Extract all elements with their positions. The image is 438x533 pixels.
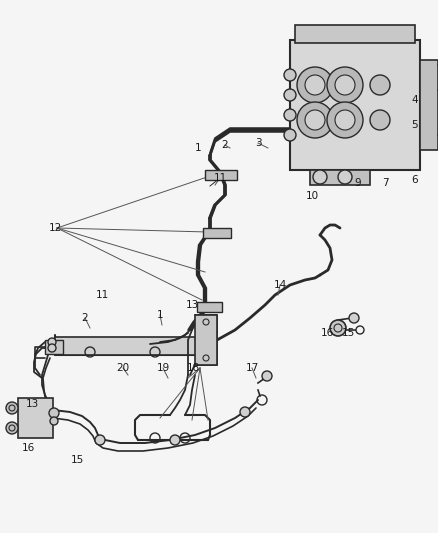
- Text: 13: 13: [185, 300, 198, 310]
- Text: 19: 19: [156, 363, 170, 373]
- Bar: [195, 315, 217, 365]
- Circle shape: [50, 417, 58, 425]
- Circle shape: [297, 67, 333, 103]
- Text: 7: 7: [381, 178, 389, 188]
- Text: 11: 11: [213, 173, 226, 183]
- Text: 15: 15: [341, 328, 355, 338]
- Text: 12: 12: [48, 223, 62, 233]
- Circle shape: [330, 320, 346, 336]
- Circle shape: [170, 435, 180, 445]
- Circle shape: [335, 110, 355, 130]
- Bar: [203, 228, 231, 238]
- Circle shape: [284, 109, 296, 121]
- Bar: [197, 302, 222, 312]
- Circle shape: [305, 75, 325, 95]
- Bar: [295, 25, 415, 43]
- Circle shape: [284, 129, 296, 141]
- Circle shape: [370, 110, 390, 130]
- Bar: [205, 170, 237, 180]
- Text: 20: 20: [117, 363, 130, 373]
- Text: 1: 1: [194, 143, 201, 153]
- Circle shape: [313, 170, 327, 184]
- Circle shape: [6, 422, 18, 434]
- Bar: [18, 398, 53, 438]
- Text: 3: 3: [254, 138, 261, 148]
- Circle shape: [327, 67, 363, 103]
- Text: 6: 6: [412, 175, 418, 185]
- Text: 11: 11: [95, 290, 109, 300]
- Text: 10: 10: [305, 191, 318, 201]
- Text: 13: 13: [25, 399, 39, 409]
- Circle shape: [305, 110, 325, 130]
- Text: 2: 2: [222, 140, 228, 150]
- Circle shape: [338, 170, 352, 184]
- Text: 16: 16: [21, 443, 35, 453]
- Circle shape: [6, 402, 18, 414]
- Circle shape: [95, 435, 105, 445]
- Text: 5: 5: [412, 120, 418, 130]
- Text: 1: 1: [157, 310, 163, 320]
- Circle shape: [49, 408, 59, 418]
- Circle shape: [262, 371, 272, 381]
- Bar: [290, 40, 420, 170]
- Circle shape: [297, 102, 333, 138]
- Text: 2: 2: [82, 313, 88, 323]
- Text: 14: 14: [273, 280, 286, 290]
- Bar: [55, 337, 210, 355]
- Text: 16: 16: [320, 328, 334, 338]
- Bar: [45, 340, 63, 354]
- Circle shape: [48, 344, 56, 352]
- Bar: [420, 60, 438, 150]
- Text: 4: 4: [412, 95, 418, 105]
- Circle shape: [240, 407, 250, 417]
- Text: 15: 15: [71, 455, 84, 465]
- Circle shape: [349, 313, 359, 323]
- Circle shape: [48, 338, 56, 346]
- Circle shape: [284, 89, 296, 101]
- Circle shape: [335, 75, 355, 95]
- Circle shape: [370, 75, 390, 95]
- Text: 9: 9: [355, 178, 361, 188]
- Bar: [310, 170, 370, 185]
- Text: 17: 17: [245, 363, 258, 373]
- Text: 18: 18: [187, 363, 200, 373]
- Circle shape: [327, 102, 363, 138]
- Circle shape: [284, 69, 296, 81]
